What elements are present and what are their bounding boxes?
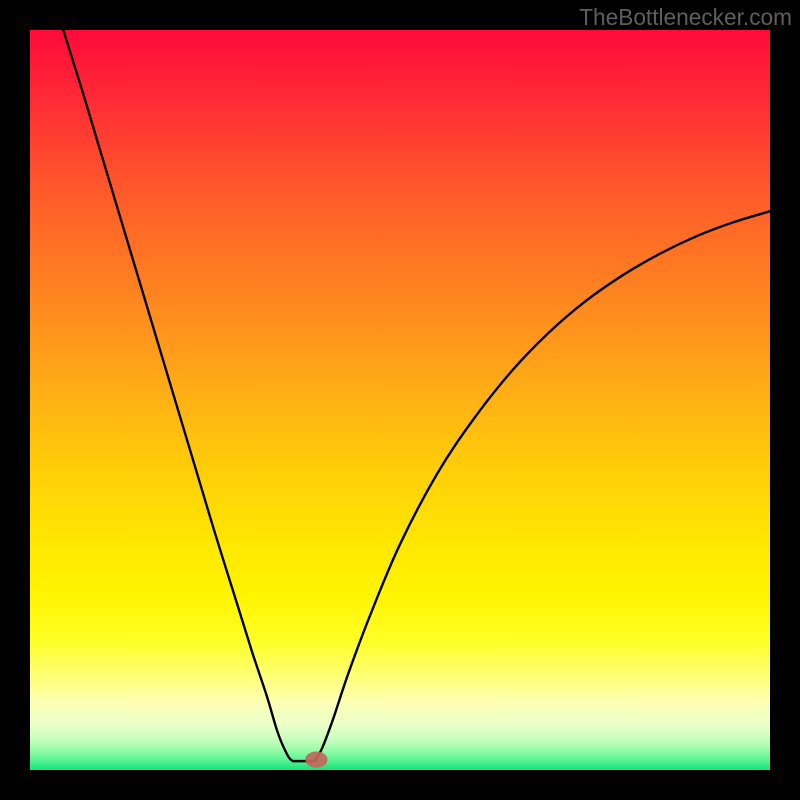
chart-svg [30,30,770,770]
plot-area [30,30,770,770]
minimum-marker [305,752,327,768]
gradient-background [30,30,770,770]
watermark-text: TheBottlenecker.com [579,4,792,31]
chart-frame: TheBottlenecker.com [0,0,800,800]
